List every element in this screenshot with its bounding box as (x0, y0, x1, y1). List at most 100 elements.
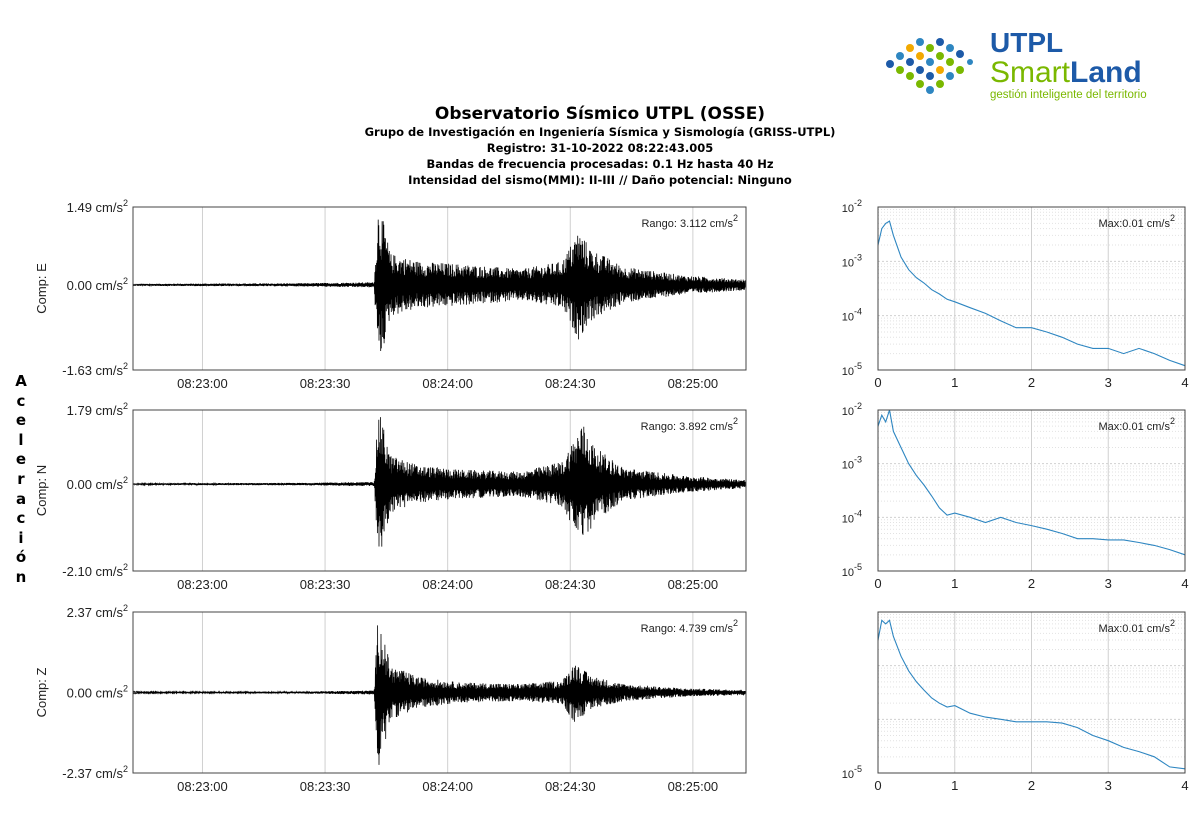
spectrum-panel-3: 10-5 0 1 2 3 4 Max:0.01 cm/s2 (842, 611, 1189, 793)
x-tick-label: 08:23:30 (300, 577, 351, 592)
spectrum-trace (877, 619, 1186, 770)
spectrum-panel-2: 10-2 10-3 10-4 10-5 0 1 2 3 4 Max:0.01 cm/s2 (842, 401, 1189, 591)
y-tick-label: 10-3 (842, 455, 862, 472)
x-tick-label: 08:23:30 (300, 779, 351, 794)
x-tick-label: 08:23:00 (177, 376, 228, 391)
x-tick-label: 4 (1181, 375, 1188, 390)
acceleration-letter: e (15, 411, 27, 430)
logo-line2b: Land (1070, 56, 1142, 89)
x-tick-label: 08:23:30 (300, 376, 351, 391)
acceleration-letter: i (18, 528, 24, 547)
x-tick-label: 08:24:30 (545, 779, 596, 794)
y-tick-label: -2.37 cm/s2 (62, 764, 128, 781)
report-header: Observatorio Sísmico UTPL (OSSE) Grupo d… (300, 104, 900, 188)
y-tick-label: 10-5 (842, 562, 862, 579)
range-annotation: Rango: 3.112 cm/s2 (641, 213, 738, 230)
x-tick-label: 08:24:30 (545, 577, 596, 592)
range-annotation: Rango: 4.739 cm/s2 (641, 618, 738, 635)
logo-tagline: gestión inteligente del territorio (990, 89, 1147, 101)
y-tick-label: 1.79 cm/s2 (67, 401, 128, 418)
acceleration-letter: n (15, 567, 27, 586)
x-tick-label: 08:24:30 (545, 376, 596, 391)
x-tick-label: 08:24:00 (422, 577, 473, 592)
plot-frame (132, 409, 747, 572)
x-tick-label: 3 (1105, 375, 1112, 390)
y-tick-label: 10-2 (842, 198, 862, 215)
x-tick-label: 3 (1105, 576, 1112, 591)
y-tick-label: 2.37 cm/s2 (67, 603, 128, 620)
header-line-2: Registro: 31-10-2022 08:22:43.005 (486, 141, 714, 155)
waveform-trace (132, 417, 747, 547)
y-tick-label: 0.00 cm/s2 (67, 276, 128, 293)
svg-text:SmartLand: SmartLand (990, 56, 1142, 89)
plot-frame (877, 611, 1186, 774)
y-tick-label: -2.10 cm/s2 (62, 562, 128, 579)
x-tick-label: 08:25:00 (668, 779, 719, 794)
y-tick-label: 10-2 (842, 401, 862, 418)
y-tick-label: 0.00 cm/s2 (67, 684, 128, 701)
page-title: Observatorio Sísmico UTPL (OSSE) (434, 104, 766, 124)
x-tick-label: 2 (1028, 576, 1035, 591)
x-tick-label: 08:24:00 (422, 376, 473, 391)
waveform-panel-e: 1.49 cm/s2 0.00 cm/s2 -1.63 cm/s2 08:23:00 0… (34, 198, 747, 391)
x-tick-label: 08:24:00 (422, 779, 473, 794)
logo-line1: UTPL (990, 27, 1063, 58)
y-tick-label: 1.49 cm/s2 (67, 198, 128, 215)
x-tick-label: 4 (1181, 576, 1188, 591)
acceleration-axis-label: A c e l e r a c i ó n (10, 372, 32, 588)
spectrum-trace (877, 220, 1186, 367)
header-line-3: Bandas de frecuencia procesadas: 0.1 Hz … (426, 157, 774, 171)
x-tick-label: 08:25:00 (668, 376, 719, 391)
x-tick-label: 08:25:00 (668, 577, 719, 592)
acceleration-letter: c (16, 509, 26, 528)
acceleration-letter: l (18, 430, 24, 449)
plot-frame (132, 206, 747, 371)
y-tick-label: -1.63 cm/s2 (62, 361, 128, 378)
x-tick-label: 1 (951, 375, 958, 390)
spectrum-trace (877, 409, 1186, 556)
plot-frame (877, 206, 1186, 371)
x-tick-label: 0 (874, 375, 881, 390)
waveform-trace (132, 219, 747, 352)
x-tick-label: 1 (951, 576, 958, 591)
x-tick-label: 2 (1028, 778, 1035, 793)
y-tick-label: 10-3 (842, 252, 862, 269)
plot-frame (877, 409, 1186, 572)
x-tick-label: 4 (1181, 778, 1188, 793)
utpl-smartland-logo: UTPL SmartLand gestión inteligente del t… (886, 27, 1147, 101)
y-tick-label: 0.00 cm/s2 (67, 475, 128, 492)
y-tick-label: 10-4 (842, 508, 862, 525)
y-tick-label: 10-4 (842, 307, 862, 324)
x-tick-label: 3 (1105, 778, 1112, 793)
acceleration-letter: a (15, 489, 27, 508)
acceleration-letter: r (17, 469, 25, 488)
waveform-panel-z: 2.37 cm/s2 0.00 cm/s2 -2.37 cm/s2 08:23:00 0… (34, 603, 747, 794)
acceleration-letter: c (16, 391, 26, 410)
x-tick-label: 1 (951, 778, 958, 793)
component-label: Comp: N (34, 465, 49, 516)
x-tick-label: 0 (874, 576, 881, 591)
spectrum-panel-1: 10-2 10-3 10-4 10-5 0 1 2 3 4 Max:0.01 cm/s2 (842, 198, 1189, 390)
y-tick-label: 10-5 (842, 361, 862, 378)
header-line-1: Grupo de Investigación en Ingeniería Sís… (364, 125, 836, 139)
header-line-4: Intensidad del sismo(MMI): II-III // Dañ… (408, 173, 792, 187)
x-tick-label: 08:23:00 (177, 577, 228, 592)
acceleration-letter: A (15, 372, 27, 390)
component-label: Comp: E (34, 263, 49, 314)
component-label: Comp: Z (34, 668, 49, 718)
x-tick-label: 2 (1028, 375, 1035, 390)
range-annotation: Rango: 3.892 cm/s2 (641, 416, 738, 433)
max-annotation: Max:0.01 cm/s2 (1098, 213, 1175, 230)
waveform-trace (132, 625, 747, 765)
y-tick-label: 10-5 (842, 764, 862, 781)
waveform-panel-n: 1.79 cm/s2 0.00 cm/s2 -2.10 cm/s2 08:23:00 0… (34, 401, 747, 592)
max-annotation: Max:0.01 cm/s2 (1098, 416, 1175, 433)
logo-line2a: Smart (990, 56, 1071, 89)
acceleration-letter: ó (15, 548, 27, 567)
acceleration-letter: e (15, 450, 27, 469)
logo-dots-icon (886, 38, 973, 94)
max-annotation: Max:0.01 cm/s2 (1098, 618, 1175, 635)
x-tick-label: 0 (874, 778, 881, 793)
x-tick-label: 08:23:00 (177, 779, 228, 794)
